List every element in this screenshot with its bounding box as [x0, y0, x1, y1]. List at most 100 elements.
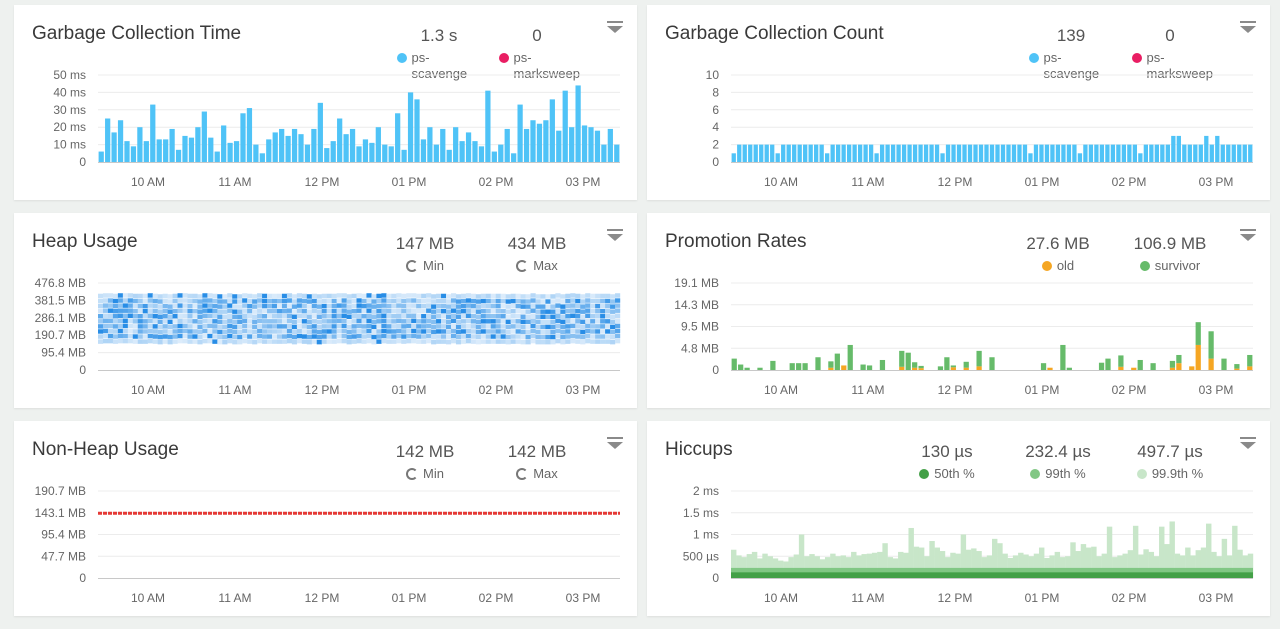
x-tick-label: 10 AM — [131, 175, 165, 189]
area-column — [851, 551, 857, 578]
heatmap-cell — [222, 304, 228, 309]
y-tick-label: 0 — [79, 363, 86, 377]
heatmap-cell — [247, 293, 253, 299]
panel-menu-icon[interactable] — [1240, 229, 1256, 243]
heatmap-cell — [441, 339, 447, 344]
y-tick-label: 10 ms — [53, 138, 86, 152]
heatmap-cell — [475, 319, 481, 325]
panel-menu-icon[interactable] — [607, 229, 623, 243]
stat-value: 142 MB — [507, 442, 567, 461]
heatmap-cell — [162, 319, 168, 324]
area-column — [976, 551, 982, 578]
heatmap-cell — [247, 314, 253, 319]
heatmap-cell — [401, 324, 407, 329]
heatmap-cell — [416, 293, 422, 299]
heatmap-cell — [605, 324, 611, 329]
heatmap-cell — [575, 319, 581, 324]
bar — [1220, 144, 1225, 162]
bar — [918, 144, 923, 162]
heatmap-cell — [391, 314, 397, 319]
area-column — [767, 556, 773, 578]
heatmap-cell — [436, 303, 442, 309]
heatmap-cell — [426, 338, 432, 344]
heatmap-cell — [426, 323, 432, 329]
heatmap-cell — [585, 323, 591, 329]
panel-menu-icon[interactable] — [607, 437, 623, 451]
heatmap-cell — [610, 309, 616, 314]
heatmap-cell — [515, 303, 521, 309]
panel-menu-icon[interactable] — [1240, 21, 1256, 35]
heatmap-cell — [515, 314, 521, 319]
bar — [588, 127, 594, 162]
area-column — [1127, 550, 1134, 578]
bar — [866, 365, 873, 370]
heatmap-cell — [406, 328, 412, 334]
heatmap-cell — [470, 324, 477, 329]
heatmap-cell — [207, 308, 213, 313]
panel-title: Non-Heap Usage — [32, 439, 179, 460]
heatmap-cell — [575, 303, 581, 309]
bar — [285, 135, 291, 162]
heatmap-cell — [490, 329, 496, 334]
heatmap-cell — [137, 324, 143, 329]
heatmap-cell — [326, 308, 332, 314]
series-50th-area — [731, 572, 1253, 578]
area-column — [950, 552, 956, 578]
heatmap-cell — [436, 308, 442, 314]
heatmap-cell — [465, 293, 472, 298]
heatmap-cell — [286, 313, 293, 318]
heatmap-cell — [595, 339, 601, 344]
x-axis: 10 AM 11 AM 12 PM 01 PM 02 PM 03 PM — [131, 383, 600, 397]
area-column — [1065, 556, 1071, 578]
heatmap-cell — [316, 304, 322, 309]
heatmap-cell — [426, 308, 432, 313]
bar — [511, 153, 517, 162]
area-column — [731, 549, 737, 578]
y-tick-label: 500 µs — [683, 549, 719, 563]
heatmap-cell — [510, 293, 516, 299]
area-column — [882, 543, 888, 578]
heatmap-cell — [406, 293, 412, 298]
heatmap-cell — [252, 319, 258, 325]
heatmap-cell — [446, 299, 452, 304]
y-tick-label: 286.1 MB — [35, 311, 86, 325]
area-column — [1132, 525, 1139, 578]
panel-menu-icon[interactable] — [607, 21, 623, 35]
heatmap-cell — [321, 339, 327, 344]
heatmap-cell — [167, 304, 173, 309]
bar — [1143, 144, 1148, 162]
heatmap-cell — [421, 339, 427, 344]
bar — [1221, 358, 1227, 370]
heatmap-cell — [331, 339, 337, 344]
heatmap-cell — [152, 314, 158, 319]
heatmap-cell — [475, 304, 481, 309]
heatmap-cell — [222, 299, 228, 304]
x-tick-label: 11 AM — [851, 591, 884, 605]
heatmap-cell — [227, 338, 233, 344]
heatmap-cell — [356, 318, 362, 324]
heatmap-cell — [540, 294, 546, 299]
heatmap-cell — [565, 293, 571, 299]
heatmap-cell — [366, 338, 372, 344]
heatmap-cell — [580, 294, 586, 299]
stat-label: Max — [533, 466, 558, 481]
heatmap-cell — [162, 303, 168, 309]
panel-menu-icon[interactable] — [1240, 437, 1256, 451]
x-tick-label: 03 PM — [566, 591, 601, 605]
heatmap-cell — [421, 334, 427, 339]
bar — [1098, 362, 1105, 370]
area-column — [898, 551, 904, 578]
heatmap-cell — [615, 333, 621, 339]
heatmap-cell — [286, 323, 293, 329]
y-tick-label: 20 ms — [53, 120, 86, 134]
heatmap-cell — [127, 333, 133, 339]
heatmap-cell — [331, 324, 337, 329]
heatmap-cell — [351, 293, 357, 299]
heatmap-cell — [267, 308, 273, 314]
heatmap-cell — [291, 324, 298, 330]
bar — [221, 125, 227, 162]
bar — [828, 367, 834, 370]
stat-min: 147 MB Min — [365, 233, 485, 274]
heatmap-cell — [460, 293, 467, 299]
heatmap-cell — [127, 293, 133, 298]
